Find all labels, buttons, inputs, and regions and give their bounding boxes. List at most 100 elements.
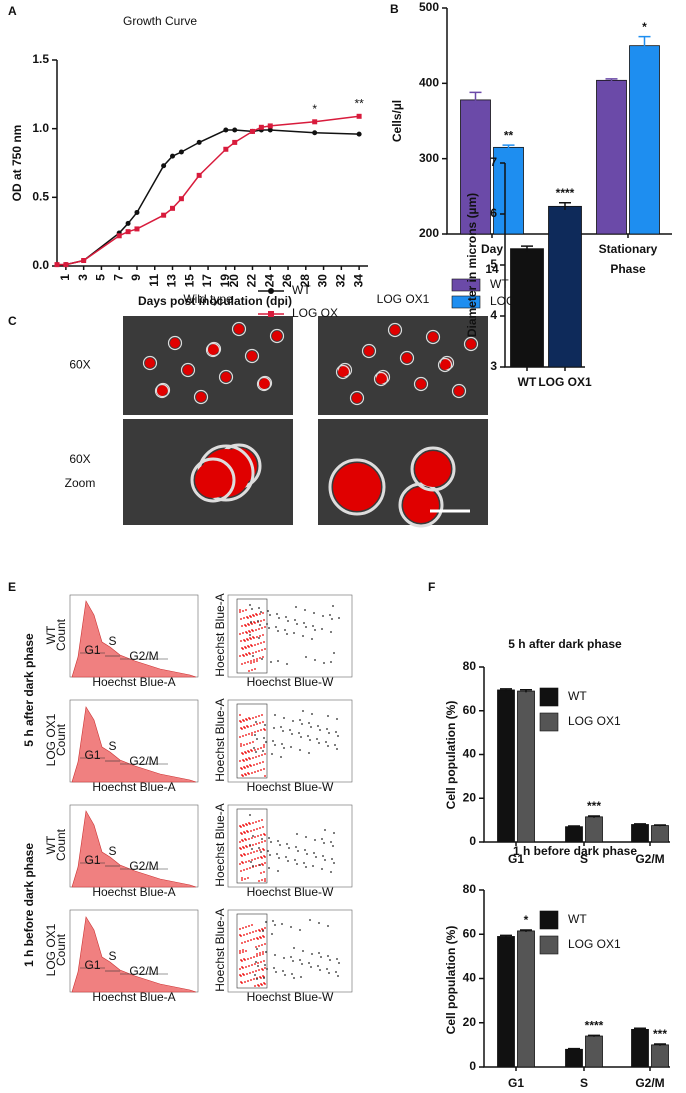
event	[245, 861, 247, 863]
bar	[497, 689, 515, 843]
event	[243, 617, 245, 619]
event	[251, 608, 253, 610]
x-tick-label: G2/M	[635, 852, 664, 866]
event	[239, 968, 241, 970]
event	[300, 736, 302, 738]
event	[239, 928, 241, 930]
event	[316, 738, 318, 740]
point	[356, 131, 362, 137]
event	[250, 861, 252, 863]
y-tick-label: 0	[469, 1059, 476, 1073]
event	[281, 743, 283, 745]
cell	[155, 382, 171, 398]
chart-title: 1 h before dark phase	[513, 844, 637, 858]
y-tick-label: 200	[419, 226, 439, 240]
event	[271, 933, 273, 935]
event	[241, 768, 243, 770]
event	[241, 877, 243, 879]
point	[161, 163, 167, 169]
legend-label: LOG OX	[292, 306, 338, 320]
event	[272, 740, 274, 742]
annotation: ****	[585, 1019, 604, 1033]
event	[293, 977, 295, 979]
event	[274, 954, 276, 956]
cell	[463, 336, 479, 352]
event	[242, 927, 244, 929]
chloroplast	[183, 365, 193, 375]
point	[267, 127, 273, 133]
event	[290, 956, 292, 958]
gate-label: G1	[84, 748, 100, 762]
event	[246, 868, 248, 870]
y-tick-label: 5	[490, 257, 497, 271]
event	[283, 957, 285, 959]
event	[254, 734, 256, 736]
event	[293, 632, 295, 634]
event	[243, 720, 245, 722]
error-bar	[500, 934, 512, 938]
event	[254, 644, 256, 646]
event	[254, 731, 256, 733]
event	[334, 744, 336, 746]
event	[289, 729, 291, 731]
event	[260, 977, 262, 979]
event	[253, 956, 255, 958]
scatter-frame	[227, 909, 353, 993]
event	[306, 853, 308, 855]
event	[242, 753, 244, 755]
annotation: **	[354, 96, 364, 110]
cell	[256, 376, 272, 392]
event	[257, 770, 259, 772]
histogram	[71, 600, 197, 678]
gate-box	[236, 703, 268, 779]
legend-label: WT	[568, 689, 587, 703]
event	[247, 980, 249, 982]
event	[259, 722, 261, 724]
event	[287, 860, 289, 862]
event	[303, 862, 305, 864]
event	[250, 830, 252, 832]
event	[330, 661, 332, 663]
event	[240, 870, 242, 872]
event	[262, 826, 264, 828]
x-tick-label: 17	[200, 274, 214, 288]
event	[264, 878, 266, 880]
cell	[193, 389, 209, 405]
event	[263, 849, 265, 851]
event	[270, 841, 272, 843]
chloroplast	[234, 324, 244, 334]
event	[323, 662, 325, 664]
event	[248, 646, 250, 648]
event	[249, 814, 251, 816]
event	[260, 834, 262, 836]
histogram	[71, 810, 197, 888]
cell	[437, 357, 453, 373]
point	[161, 212, 167, 218]
point	[312, 119, 318, 125]
y-tick-label: 40	[463, 747, 477, 761]
gate-label: S	[108, 949, 116, 963]
event	[251, 645, 253, 647]
axis-label: Hoechst Blue-W	[247, 675, 334, 689]
event	[255, 756, 257, 758]
cell	[425, 329, 441, 345]
error-bar	[638, 35, 651, 55]
event	[256, 955, 258, 957]
chloroplast	[416, 379, 426, 389]
event	[244, 878, 246, 880]
chloroplast	[333, 463, 381, 511]
chloroplast	[221, 372, 231, 382]
event	[264, 729, 266, 731]
x-tick-label: G1	[508, 1076, 524, 1090]
event	[264, 775, 266, 777]
event	[239, 863, 241, 865]
event	[261, 879, 263, 881]
event	[324, 829, 326, 831]
event	[272, 920, 274, 922]
x-tick-label: 1	[58, 274, 72, 281]
row-label: 60X Zoom	[65, 452, 96, 490]
legend-swatch	[451, 278, 481, 292]
event	[249, 867, 251, 869]
event	[247, 726, 249, 728]
event	[256, 978, 258, 980]
